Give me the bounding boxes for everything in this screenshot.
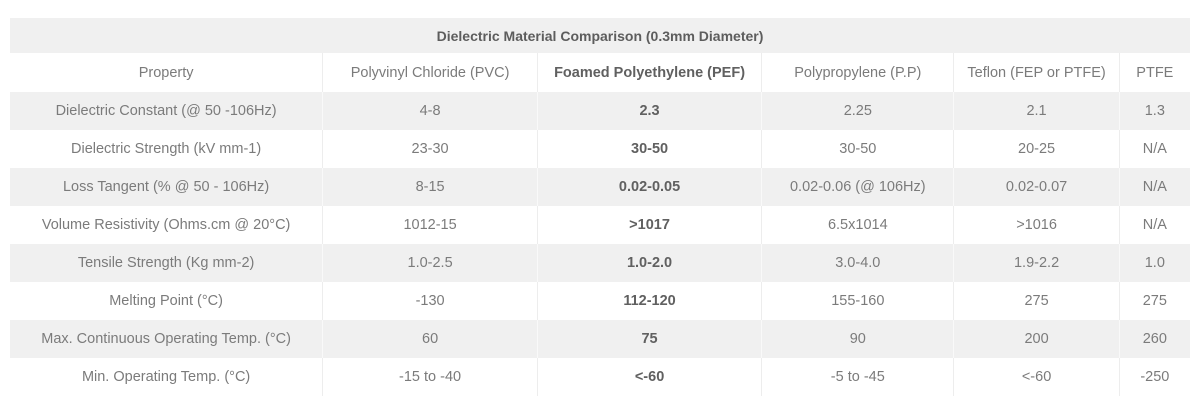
cell-pp: 155-160 (761, 282, 954, 320)
cell-ptfe: 1.0 (1118, 244, 1190, 282)
cell-teflon: >1016 (953, 206, 1120, 244)
cell-pvc: 8-15 (322, 168, 538, 206)
table-row-dielectric-strength: Dielectric Strength (kV mm-1) 23-30 30-5… (10, 130, 1190, 168)
property-label: Dielectric Strength (kV mm-1) (10, 130, 323, 168)
cell-pp: 0.02-0.06 (@ 106Hz) (761, 168, 954, 206)
property-label: Loss Tangent (% @ 50 - 106Hz) (10, 168, 323, 206)
column-header-pvc: Polyvinyl Chloride (PVC) (322, 53, 538, 92)
cell-pvc: 60 (322, 320, 538, 358)
property-label: Tensile Strength (Kg mm-2) (10, 244, 323, 282)
column-header-property: Property (10, 53, 323, 92)
column-header-polypropylene: Polypropylene (P.P) (761, 53, 954, 92)
property-label: Max. Continuous Operating Temp. (°C) (10, 320, 323, 358)
cell-teflon: 275 (953, 282, 1120, 320)
cell-pvc: -130 (322, 282, 538, 320)
table-row-loss-tangent: Loss Tangent (% @ 50 - 106Hz) 8-15 0.02-… (10, 168, 1190, 206)
table-row-melting-point: Melting Point (°C) -130 112-120 155-160 … (10, 282, 1190, 320)
dielectric-comparison-table: Dielectric Material Comparison (0.3mm Di… (10, 18, 1190, 396)
cell-pvc: 23-30 (322, 130, 538, 168)
cell-ptfe: 260 (1118, 320, 1190, 358)
cell-pvc: 4-8 (322, 92, 538, 130)
table-title: Dielectric Material Comparison (0.3mm Di… (10, 18, 1190, 53)
cell-pef: 30-50 (536, 130, 762, 168)
cell-pp: 6.5x1014 (761, 206, 954, 244)
table-header-row: Property Polyvinyl Chloride (PVC) Foamed… (10, 53, 1190, 92)
cell-pef: 0.02-0.05 (536, 168, 762, 206)
property-label: Volume Resistivity (Ohms.cm @ 20°C) (10, 206, 323, 244)
cell-pp: 3.0-4.0 (761, 244, 954, 282)
column-header-teflon: Teflon (FEP or PTFE) (953, 53, 1120, 92)
cell-pef: 1.0-2.0 (536, 244, 762, 282)
cell-teflon: 2.1 (953, 92, 1120, 130)
property-label: Min. Operating Temp. (°C) (10, 358, 323, 396)
cell-ptfe: N/A (1118, 130, 1190, 168)
cell-pvc: 1.0-2.5 (322, 244, 538, 282)
cell-pvc: 1012-15 (322, 206, 538, 244)
column-header-pef: Foamed Polyethylene (PEF) (536, 53, 762, 92)
table-row-volume-resistivity: Volume Resistivity (Ohms.cm @ 20°C) 1012… (10, 206, 1190, 244)
cell-ptfe: N/A (1118, 168, 1190, 206)
cell-ptfe: 1.3 (1118, 92, 1190, 130)
table-row-min-operating-temp: Min. Operating Temp. (°C) -15 to -40 <-6… (10, 358, 1190, 396)
cell-pef: >1017 (536, 206, 762, 244)
table-row-dielectric-constant: Dielectric Constant (@ 50 -106Hz) 4-8 2.… (10, 92, 1190, 130)
cell-pp: 90 (761, 320, 954, 358)
table-title-row: Dielectric Material Comparison (0.3mm Di… (10, 18, 1190, 53)
cell-teflon: <-60 (953, 358, 1120, 396)
cell-pef: 2.3 (536, 92, 762, 130)
cell-pef: 112-120 (536, 282, 762, 320)
cell-ptfe: N/A (1118, 206, 1190, 244)
cell-ptfe: -250 (1118, 358, 1190, 396)
cell-pef: <-60 (536, 358, 762, 396)
property-label: Dielectric Constant (@ 50 -106Hz) (10, 92, 323, 130)
cell-pp: 2.25 (761, 92, 954, 130)
cell-teflon: 20-25 (953, 130, 1120, 168)
property-label: Melting Point (°C) (10, 282, 323, 320)
table-row-max-operating-temp: Max. Continuous Operating Temp. (°C) 60 … (10, 320, 1190, 358)
cell-pef: 75 (536, 320, 762, 358)
cell-pp: -5 to -45 (761, 358, 954, 396)
cell-pvc: -15 to -40 (322, 358, 538, 396)
cell-teflon: 200 (953, 320, 1120, 358)
dielectric-comparison-table-container: Dielectric Material Comparison (0.3mm Di… (10, 18, 1190, 396)
column-header-ptfe: PTFE (1118, 53, 1190, 92)
cell-ptfe: 275 (1118, 282, 1190, 320)
cell-teflon: 1.9-2.2 (953, 244, 1120, 282)
table-row-tensile-strength: Tensile Strength (Kg mm-2) 1.0-2.5 1.0-2… (10, 244, 1190, 282)
cell-teflon: 0.02-0.07 (953, 168, 1120, 206)
cell-pp: 30-50 (761, 130, 954, 168)
